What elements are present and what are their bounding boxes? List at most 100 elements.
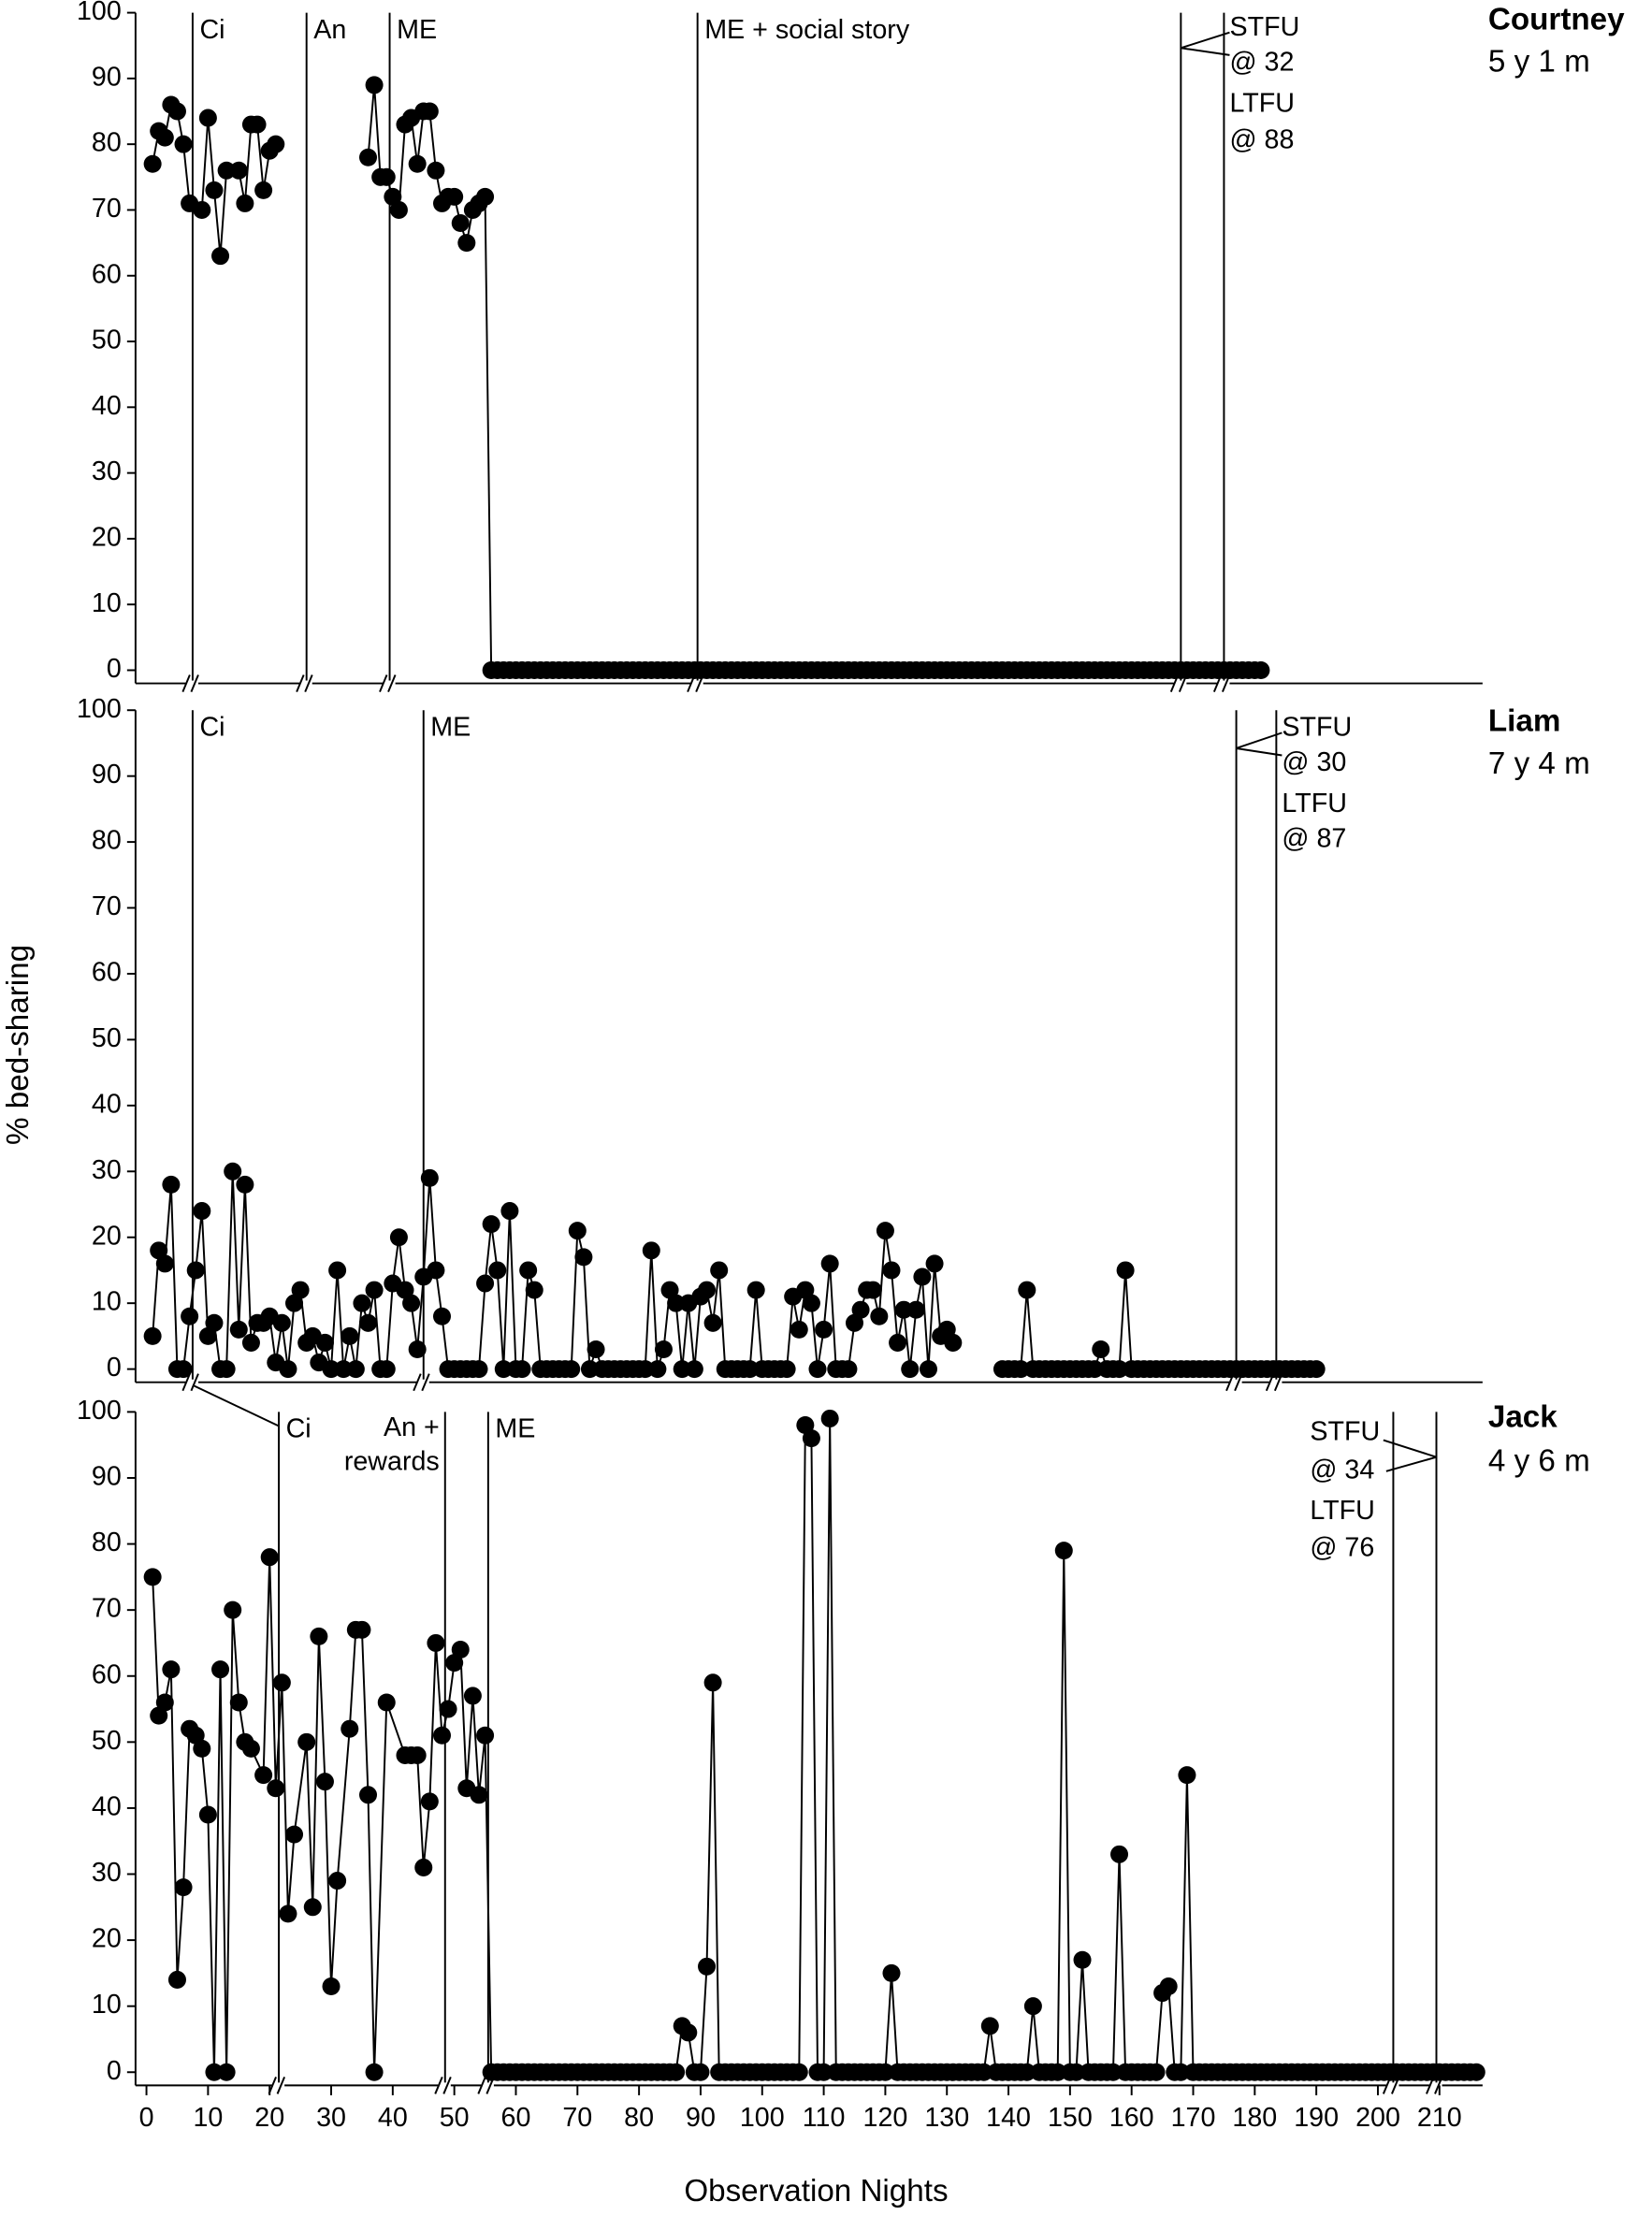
data-point: [876, 1222, 894, 1240]
data-point: [476, 1726, 495, 1745]
data-point: [303, 1898, 322, 1917]
y-tick-label: 100: [77, 0, 122, 26]
data-point: [205, 1313, 224, 1332]
axis-break-gap: [271, 2082, 285, 2089]
axis-break-gap: [299, 680, 312, 687]
y-tick-label: 60: [92, 958, 122, 988]
data-point: [167, 102, 186, 121]
data-point: [746, 1281, 765, 1299]
data-point: [150, 1241, 168, 1260]
data-point: [241, 1333, 260, 1352]
axis-break-gap: [481, 2082, 494, 2089]
data-point: [254, 181, 273, 199]
y-tick-label: 60: [92, 1659, 122, 1689]
data-point: [236, 1175, 254, 1194]
data-point: [420, 1792, 439, 1811]
data-point: [1049, 2063, 1067, 2081]
axis-break: [387, 674, 397, 692]
data-point: [882, 1261, 901, 1280]
data-point: [248, 115, 267, 134]
data-point: [272, 1313, 291, 1332]
axis-break: [276, 2076, 286, 2094]
data-point: [1110, 1360, 1129, 1379]
data-point: [155, 128, 174, 147]
x-tick-label: 100: [740, 2103, 785, 2133]
data-point: [359, 1786, 378, 1804]
data-point: [224, 1600, 242, 1619]
data-point: [685, 1360, 703, 1379]
data-point: [229, 1693, 248, 1712]
data-point: [1054, 1542, 1073, 1560]
followup-pointer: [1385, 1456, 1437, 1472]
data-point: [328, 1872, 347, 1890]
data-point: [1110, 1845, 1129, 1863]
data-point: [980, 2017, 999, 2035]
x-axis-title: Observation Nights: [684, 2174, 948, 2209]
data-point: [451, 214, 470, 233]
data-point: [1307, 1360, 1326, 1379]
data-point: [660, 1281, 679, 1299]
data-point: [155, 1693, 174, 1712]
followup-pointer: [1236, 747, 1282, 757]
phase-label: Ci: [286, 1414, 312, 1444]
data-point: [427, 1633, 445, 1652]
y-tick-label: 90: [92, 62, 122, 92]
x-tick-label: 200: [1355, 2103, 1400, 2133]
data-point: [143, 1326, 162, 1345]
data-point: [741, 1360, 760, 1379]
data-point: [470, 1360, 488, 1379]
y-tick-label: 100: [77, 694, 122, 724]
data-point: [667, 1294, 686, 1312]
axis-break-gap: [1173, 680, 1187, 687]
data-point: [193, 1202, 211, 1221]
data-point: [925, 1254, 944, 1273]
data-point: [1018, 2063, 1036, 2081]
data-point: [334, 1360, 353, 1379]
followup-sublabel: @ 34: [1310, 1455, 1374, 1485]
data-point: [1252, 660, 1270, 679]
data-point: [359, 148, 378, 167]
data-point: [636, 1360, 655, 1379]
phase-label: Ci: [199, 712, 225, 742]
data-point: [642, 1241, 660, 1260]
followup-sublabel: @ 76: [1310, 1532, 1374, 1562]
data-point: [820, 1254, 839, 1273]
data-point: [341, 1719, 359, 1738]
axis-break-gap: [383, 680, 396, 687]
data-point: [162, 1175, 181, 1194]
followup-label: LTFU: [1282, 789, 1347, 818]
data-point: [150, 1706, 168, 1725]
followup-sublabel: @ 30: [1282, 747, 1346, 777]
y-tick-label: 50: [92, 326, 122, 355]
data-point: [408, 154, 427, 173]
data-point: [420, 102, 439, 121]
data-point: [790, 1320, 808, 1339]
axis-break: [421, 1373, 430, 1392]
data-point: [889, 1333, 907, 1352]
followup-label: STFU: [1229, 12, 1299, 42]
data-point: [451, 1641, 470, 1659]
data-point: [193, 1739, 211, 1758]
data-point: [155, 1254, 174, 1273]
y-tick-label: 0: [107, 2056, 122, 2086]
x-tick-label: 180: [1232, 2103, 1277, 2133]
followup-sublabel: @ 87: [1282, 824, 1346, 854]
data-point: [186, 1726, 205, 1745]
data-point: [568, 1222, 587, 1240]
data-point: [1092, 1340, 1110, 1358]
series-line: [152, 1418, 1477, 2074]
data-point: [377, 167, 396, 186]
x-tick-label: 210: [1417, 2103, 1462, 2133]
participant-name: Liam: [1488, 704, 1560, 739]
data-point: [802, 1294, 820, 1312]
followup-pointer: [1181, 47, 1230, 56]
x-tick-label: 160: [1109, 2103, 1154, 2133]
data-point: [143, 1568, 162, 1586]
data-point: [217, 2063, 236, 2081]
followup-sublabel: @ 32: [1229, 48, 1294, 78]
followup-label: LTFU: [1229, 88, 1295, 118]
y-tick-label: 20: [92, 1221, 122, 1251]
y-tick-label: 70: [92, 891, 122, 921]
axis-break: [379, 674, 388, 692]
